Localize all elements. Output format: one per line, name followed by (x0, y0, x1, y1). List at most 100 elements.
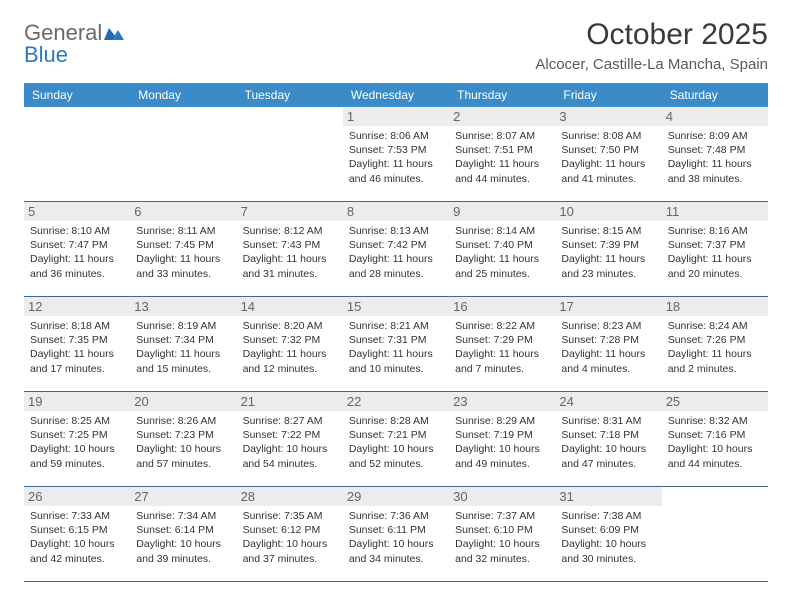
day-header: Saturday (662, 83, 768, 107)
daylight-text: Daylight: 10 hours and 30 minutes. (561, 537, 655, 565)
day-header: Tuesday (237, 83, 343, 107)
sunrise-text: Sunrise: 8:22 AM (455, 319, 549, 333)
day-info: Sunrise: 8:09 AMSunset: 7:48 PMDaylight:… (668, 129, 762, 186)
day-header: Sunday (24, 83, 130, 107)
day-number: 18 (662, 297, 768, 316)
day-number: 8 (343, 202, 449, 221)
daylight-text: Daylight: 11 hours and 4 minutes. (561, 347, 655, 375)
day-number: 2 (449, 107, 555, 126)
sunset-text: Sunset: 7:26 PM (668, 333, 762, 347)
calendar-page: General Blue October 2025 Alcocer, Casti… (0, 0, 792, 612)
daylight-text: Daylight: 11 hours and 7 minutes. (455, 347, 549, 375)
day-number: 21 (237, 392, 343, 411)
daylight-text: Daylight: 11 hours and 31 minutes. (243, 252, 337, 280)
daylight-text: Daylight: 11 hours and 33 minutes. (136, 252, 230, 280)
daylight-text: Daylight: 10 hours and 37 minutes. (243, 537, 337, 565)
day-info: Sunrise: 8:22 AMSunset: 7:29 PMDaylight:… (455, 319, 549, 376)
sunrise-text: Sunrise: 8:14 AM (455, 224, 549, 238)
daylight-text: Daylight: 10 hours and 42 minutes. (30, 537, 124, 565)
day-number: 10 (555, 202, 661, 221)
sunset-text: Sunset: 7:40 PM (455, 238, 549, 252)
day-info: Sunrise: 8:32 AMSunset: 7:16 PMDaylight:… (668, 414, 762, 471)
calendar-day-cell: 4 Sunrise: 8:09 AMSunset: 7:48 PMDaylight… (662, 107, 768, 202)
sunset-text: Sunset: 7:21 PM (349, 428, 443, 442)
day-info: Sunrise: 8:18 AMSunset: 7:35 PMDaylight:… (30, 319, 124, 376)
calendar-day-cell (662, 487, 768, 582)
sunset-text: Sunset: 7:39 PM (561, 238, 655, 252)
day-info: Sunrise: 8:28 AMSunset: 7:21 PMDaylight:… (349, 414, 443, 471)
day-info: Sunrise: 8:31 AMSunset: 7:18 PMDaylight:… (561, 414, 655, 471)
day-number: 4 (662, 107, 768, 126)
daylight-text: Daylight: 10 hours and 54 minutes. (243, 442, 337, 470)
calendar-day-cell: 25Sunrise: 8:32 AMSunset: 7:16 PMDayligh… (662, 392, 768, 487)
sunrise-text: Sunrise: 8:25 AM (30, 414, 124, 428)
day-info: Sunrise: 8:07 AMSunset: 7:51 PMDaylight:… (455, 129, 549, 186)
sunset-text: Sunset: 7:29 PM (455, 333, 549, 347)
daylight-text: Daylight: 10 hours and 49 minutes. (455, 442, 549, 470)
daylight-text: Daylight: 10 hours and 39 minutes. (136, 537, 230, 565)
sunrise-text: Sunrise: 8:18 AM (30, 319, 124, 333)
sunrise-text: Sunrise: 8:06 AM (349, 129, 443, 143)
brand-text: General Blue (24, 22, 124, 66)
sunrise-text: Sunrise: 8:12 AM (243, 224, 337, 238)
day-info: Sunrise: 8:29 AMSunset: 7:19 PMDaylight:… (455, 414, 549, 471)
day-number: 26 (24, 487, 130, 506)
day-info: Sunrise: 7:33 AMSunset: 6:15 PMDaylight:… (30, 509, 124, 566)
sunrise-text: Sunrise: 8:10 AM (30, 224, 124, 238)
sunrise-text: Sunrise: 8:31 AM (561, 414, 655, 428)
calendar-head: Sunday Monday Tuesday Wednesday Thursday… (24, 83, 768, 107)
day-info: Sunrise: 8:20 AMSunset: 7:32 PMDaylight:… (243, 319, 337, 376)
day-number: 7 (237, 202, 343, 221)
sunset-text: Sunset: 7:35 PM (30, 333, 124, 347)
day-info: Sunrise: 8:25 AMSunset: 7:25 PMDaylight:… (30, 414, 124, 471)
daylight-text: Daylight: 10 hours and 59 minutes. (30, 442, 124, 470)
sunrise-text: Sunrise: 8:11 AM (136, 224, 230, 238)
sunset-text: Sunset: 7:45 PM (136, 238, 230, 252)
calendar-week-row: 5Sunrise: 8:10 AMSunset: 7:47 PMDaylight… (24, 202, 768, 297)
calendar-day-cell: 1Sunrise: 8:06 AMSunset: 7:53 PMDaylight… (343, 107, 449, 202)
daylight-text: Daylight: 10 hours and 57 minutes. (136, 442, 230, 470)
calendar-day-cell: 31 Sunrise: 7:38 AMSunset: 6:09 PMDayligh… (555, 487, 661, 582)
brand-mark-icon (104, 22, 124, 44)
sunset-text: Sunset: 7:53 PM (349, 143, 443, 157)
daylight-text: Daylight: 11 hours and 10 minutes. (349, 347, 443, 375)
calendar-day-cell: 27Sunrise: 7:34 AMSunset: 6:14 PMDayligh… (130, 487, 236, 582)
day-info: Sunrise: 7:37 AMSunset: 6:10 PMDaylight:… (455, 509, 549, 566)
day-number: 22 (343, 392, 449, 411)
sunrise-text: Sunrise: 8:15 AM (561, 224, 655, 238)
sunset-text: Sunset: 6:14 PM (136, 523, 230, 537)
day-number: 16 (449, 297, 555, 316)
sunset-text: Sunset: 6:12 PM (243, 523, 337, 537)
page-header: General Blue October 2025 Alcocer, Casti… (24, 18, 768, 73)
brand-logo: General Blue (24, 18, 124, 66)
calendar-day-cell: 28Sunrise: 7:35 AMSunset: 6:12 PMDayligh… (237, 487, 343, 582)
day-info: Sunrise: 8:21 AMSunset: 7:31 PMDaylight:… (349, 319, 443, 376)
daylight-text: Daylight: 10 hours and 32 minutes. (455, 537, 549, 565)
day-info: Sunrise: 8:12 AMSunset: 7:43 PMDaylight:… (243, 224, 337, 281)
sunrise-text: Sunrise: 7:38 AM (561, 509, 655, 523)
day-info: Sunrise: 7:38 AMSunset: 6:09 PMDaylight:… (561, 509, 655, 566)
sunset-text: Sunset: 6:15 PM (30, 523, 124, 537)
sunrise-text: Sunrise: 8:23 AM (561, 319, 655, 333)
calendar-day-cell: 11Sunrise: 8:16 AMSunset: 7:37 PMDayligh… (662, 202, 768, 297)
sunrise-text: Sunrise: 7:34 AM (136, 509, 230, 523)
daylight-text: Daylight: 11 hours and 36 minutes. (30, 252, 124, 280)
calendar-table: Sunday Monday Tuesday Wednesday Thursday… (24, 83, 768, 582)
sunrise-text: Sunrise: 8:19 AM (136, 319, 230, 333)
day-info: Sunrise: 8:06 AMSunset: 7:53 PMDaylight:… (349, 129, 443, 186)
daylight-text: Daylight: 11 hours and 17 minutes. (30, 347, 124, 375)
day-number: 31 (555, 487, 661, 506)
calendar-day-cell: 24Sunrise: 8:31 AMSunset: 7:18 PMDayligh… (555, 392, 661, 487)
calendar-day-cell: 17Sunrise: 8:23 AMSunset: 7:28 PMDayligh… (555, 297, 661, 392)
day-info: Sunrise: 8:11 AMSunset: 7:45 PMDaylight:… (136, 224, 230, 281)
sunrise-text: Sunrise: 8:20 AM (243, 319, 337, 333)
day-header: Monday (130, 83, 236, 107)
sunrise-text: Sunrise: 8:29 AM (455, 414, 549, 428)
brand-blue: Blue (24, 42, 68, 67)
sunrise-text: Sunrise: 8:27 AM (243, 414, 337, 428)
day-number: 12 (24, 297, 130, 316)
sunset-text: Sunset: 7:31 PM (349, 333, 443, 347)
calendar-day-cell: 21Sunrise: 8:27 AMSunset: 7:22 PMDayligh… (237, 392, 343, 487)
sunrise-text: Sunrise: 8:24 AM (668, 319, 762, 333)
sunrise-text: Sunrise: 8:08 AM (561, 129, 655, 143)
